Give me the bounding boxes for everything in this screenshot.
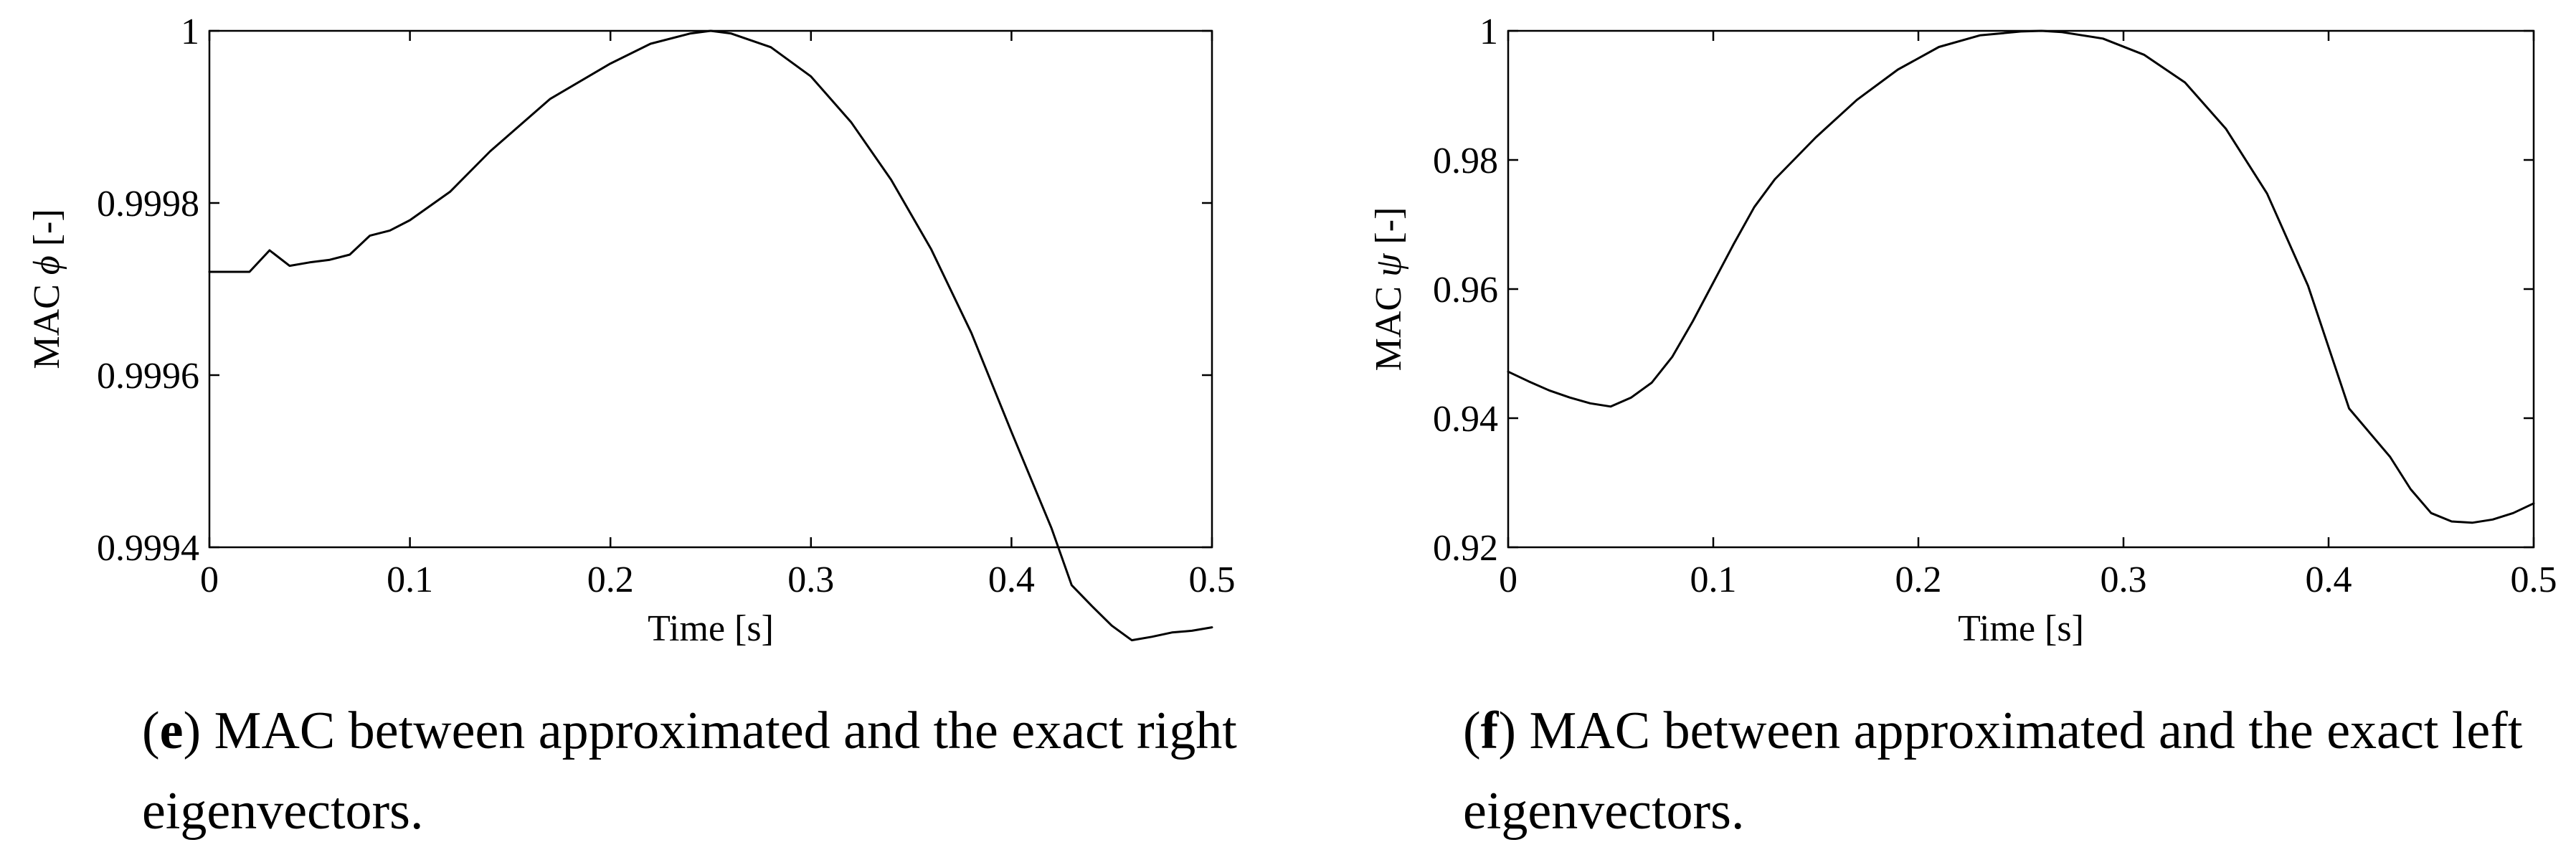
caption-f-text: MAC between approximated and the exact l… [1463, 701, 2523, 841]
x-axis-label: Time [s] [648, 608, 774, 649]
x-axis-label: Time [s] [1958, 608, 2084, 649]
y-tick-label: 0.92 [1433, 528, 1498, 569]
series-line [208, 29, 1213, 642]
y-tick-label: 0.98 [1433, 141, 1498, 181]
caption-e-label: e [159, 701, 184, 760]
caption-f-label: f [1480, 701, 1499, 760]
x-tick-label: 0.5 [1189, 559, 1236, 600]
x-tick-label: 0.4 [2306, 559, 2352, 600]
x-tick-label: 0.3 [2101, 559, 2147, 600]
y-tick-label: 0.9996 [97, 356, 199, 397]
caption-e: (e) MAC between approximated and the exa… [142, 701, 1237, 841]
x-tick-label: 0.2 [587, 559, 634, 600]
plot-frame [208, 29, 1213, 549]
x-tick-label: 0.3 [787, 559, 834, 600]
x-tick-label: 0.4 [988, 559, 1035, 600]
x-tick-label: 0.1 [387, 559, 433, 600]
plot-frame [1507, 29, 2535, 549]
x-tick-label: 0 [1499, 559, 1517, 600]
y-tick-label: 1 [181, 11, 199, 52]
caption-f: (f) MAC between approximated and the exa… [1463, 701, 2523, 841]
y-tick-label: 1 [1479, 11, 1498, 52]
x-tick-label: 0.1 [1690, 559, 1737, 600]
chart-f: 0 0.1 0.2 0.3 0.4 0.5 0.92 0.94 0.96 0.98 1 Time [s… [1368, 11, 2557, 649]
caption-e-text: MAC between approximated and the exact r… [142, 701, 1237, 841]
y-axis-label: MAC ϕ [-] [27, 209, 67, 369]
y-tick-label: 0.9994 [97, 528, 199, 569]
chart-e: 0 0.1 0.2 0.3 0.4 0.5 0.9994 0.9996 0.9998 1 Time … [27, 11, 1236, 649]
series-line [1507, 29, 2535, 524]
x-tick-label: 0 [200, 559, 219, 600]
y-tick-label: 0.9998 [97, 184, 199, 225]
x-tick-label: 0.2 [1895, 559, 1942, 600]
y-tick-label: 0.96 [1433, 270, 1498, 311]
y-tick-label: 0.94 [1433, 399, 1498, 440]
y-axis-label: MAC ψ [-] [1368, 207, 1409, 372]
x-tick-label: 0.5 [2511, 559, 2557, 600]
